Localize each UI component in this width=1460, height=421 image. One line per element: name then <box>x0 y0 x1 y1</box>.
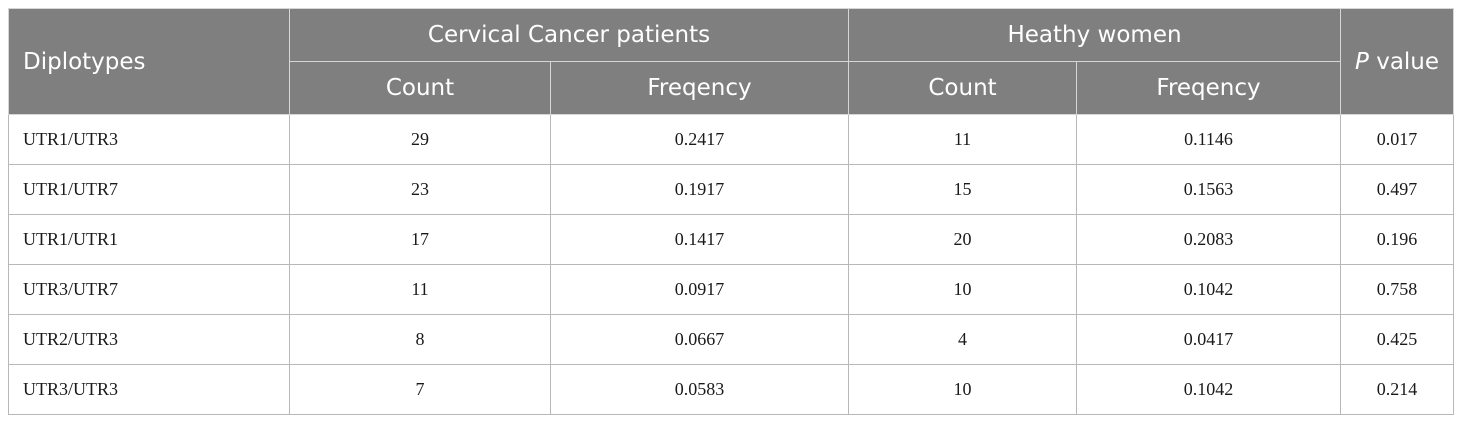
diplotypes-header: Diplotypes <box>8 8 290 115</box>
healthy-frequency-cell: 0.2083 <box>1076 214 1342 265</box>
p-value-cell: 0.425 <box>1340 314 1455 365</box>
diplotype-cell: UTR3/UTR3 <box>8 364 290 415</box>
healthy-frequency-cell: 0.1146 <box>1076 114 1342 165</box>
cancer-count-header: Count <box>289 61 551 115</box>
diplotype-cell: UTR1/UTR7 <box>8 164 290 215</box>
diplotype-cell: UTR3/UTR7 <box>8 264 290 315</box>
p-value-cell: 0.497 <box>1340 164 1455 215</box>
p-value-header: P value <box>1340 8 1455 115</box>
healthy-count-cell: 20 <box>848 214 1078 265</box>
healthy-frequency-cell: 0.1042 <box>1076 364 1342 415</box>
cancer-frequency-header: Freqency <box>549 61 850 115</box>
diplotype-cell: UTR1/UTR1 <box>8 214 290 265</box>
healthy-count-header: Count <box>848 61 1078 115</box>
p-value-cell: 0.214 <box>1340 364 1455 415</box>
healthy-frequency-header: Freqency <box>1076 61 1342 115</box>
table-body: UTR1/UTR3 29 0.2417 11 0.1146 0.017 UTR1… <box>8 114 1455 415</box>
healthy-frequency-cell: 0.1042 <box>1076 264 1342 315</box>
cancer-count-cell: 11 <box>289 264 551 315</box>
cancer-count-cell: 23 <box>289 164 551 215</box>
cancer-count-cell: 8 <box>289 314 551 365</box>
table-row: UTR1/UTR3 29 0.2417 11 0.1146 0.017 <box>8 114 1455 165</box>
p-symbol: P <box>1355 48 1369 75</box>
cancer-count-cell: 29 <box>289 114 551 165</box>
cancer-count-cell: 17 <box>289 214 551 265</box>
healthy-count-cell: 10 <box>848 264 1078 315</box>
p-value-cell: 0.196 <box>1340 214 1455 265</box>
cancer-frequency-cell: 0.1417 <box>549 214 850 265</box>
healthy-frequency-cell: 0.1563 <box>1076 164 1342 215</box>
healthy-count-cell: 11 <box>848 114 1078 165</box>
healthy-frequency-cell: 0.0417 <box>1076 314 1342 365</box>
cancer-frequency-cell: 0.1917 <box>549 164 850 215</box>
healthy-count-cell: 10 <box>848 364 1078 415</box>
p-value-label: value <box>1368 48 1440 75</box>
cancer-frequency-cell: 0.0917 <box>549 264 850 315</box>
table-row: UTR1/UTR7 23 0.1917 15 0.1563 0.497 <box>8 164 1455 215</box>
diplotype-cell: UTR2/UTR3 <box>8 314 290 365</box>
cancer-frequency-cell: 0.0583 <box>549 364 850 415</box>
p-value-cell: 0.017 <box>1340 114 1455 165</box>
healthy-count-cell: 15 <box>848 164 1078 215</box>
table-row: UTR3/UTR7 11 0.0917 10 0.1042 0.758 <box>8 264 1455 315</box>
healthy-count-cell: 4 <box>848 314 1078 365</box>
diplotype-table: Diplotypes Cervical Cancer patients Heat… <box>8 8 1455 415</box>
p-value-cell: 0.758 <box>1340 264 1455 315</box>
cancer-count-cell: 7 <box>289 364 551 415</box>
table-row: UTR2/UTR3 8 0.0667 4 0.0417 0.425 <box>8 314 1455 365</box>
cancer-frequency-cell: 0.2417 <box>549 114 850 165</box>
healthy-group-header: Heathy women <box>848 8 1342 62</box>
table-row: UTR1/UTR1 17 0.1417 20 0.2083 0.196 <box>8 214 1455 265</box>
table-row: UTR3/UTR3 7 0.0583 10 0.1042 0.214 <box>8 364 1455 415</box>
cancer-group-header: Cervical Cancer patients <box>288 8 850 62</box>
table-header: Diplotypes Cervical Cancer patients Heat… <box>8 8 1455 115</box>
diplotype-cell: UTR1/UTR3 <box>8 114 290 165</box>
cancer-frequency-cell: 0.0667 <box>549 314 850 365</box>
